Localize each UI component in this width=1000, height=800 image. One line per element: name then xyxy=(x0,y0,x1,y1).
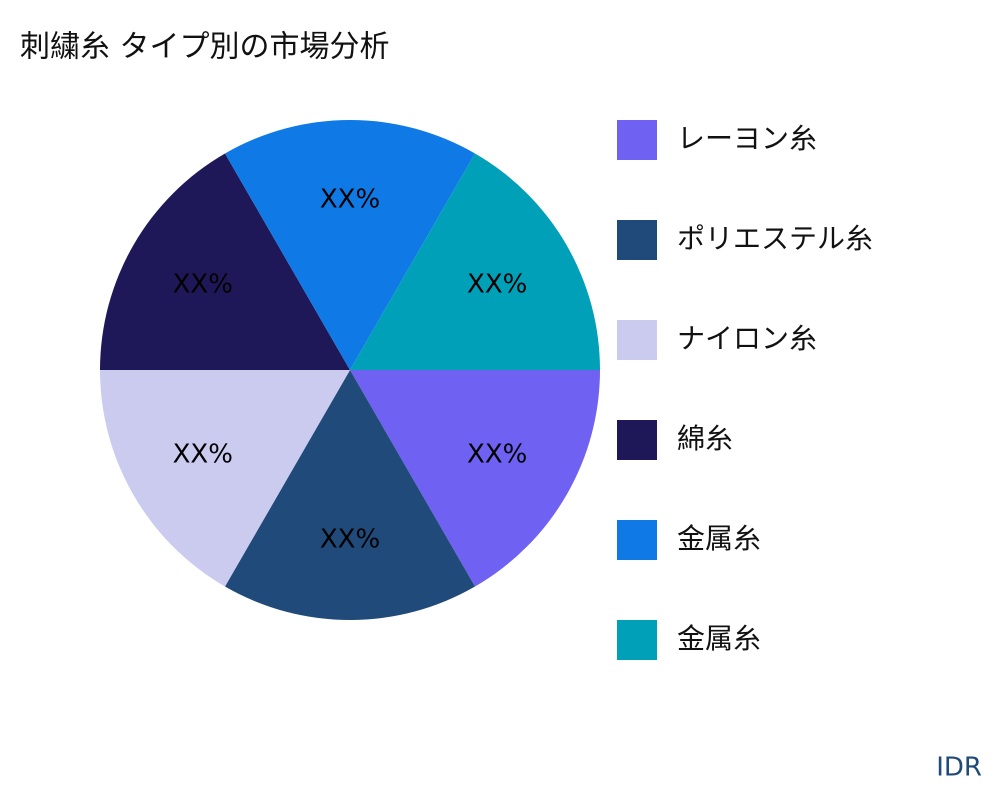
pie-slice xyxy=(100,370,350,587)
slice-label: XX% xyxy=(173,270,233,300)
pie-slice xyxy=(100,153,350,370)
slice-label: XX% xyxy=(320,525,380,555)
legend-swatch xyxy=(617,620,657,660)
legend-label: 綿糸 xyxy=(677,422,733,455)
legend-label: ポリエステル糸 xyxy=(677,222,873,255)
chart-title: 刺繍糸 タイプ別の市場分析 xyxy=(20,30,390,65)
legend-swatch xyxy=(617,220,657,260)
source-label: IDR xyxy=(936,753,982,783)
pie-slice xyxy=(350,153,600,370)
legend-swatch xyxy=(617,120,657,160)
pie-slice xyxy=(225,119,475,370)
legend-label: 金属糸 xyxy=(677,522,761,555)
legend-label: 金属糸 xyxy=(677,622,761,655)
legend-swatch xyxy=(617,520,657,560)
slice-label: XX% xyxy=(467,440,527,470)
legend-label: レーヨン糸 xyxy=(677,122,817,155)
slice-label: XX% xyxy=(467,270,527,300)
pie-slice xyxy=(350,370,600,587)
legend-swatch xyxy=(617,420,657,460)
legend-label: ナイロン糸 xyxy=(677,322,817,355)
pie-slice xyxy=(225,370,475,620)
slice-label: XX% xyxy=(320,185,380,215)
slice-label: XX% xyxy=(173,440,233,470)
legend-swatch xyxy=(617,320,657,360)
